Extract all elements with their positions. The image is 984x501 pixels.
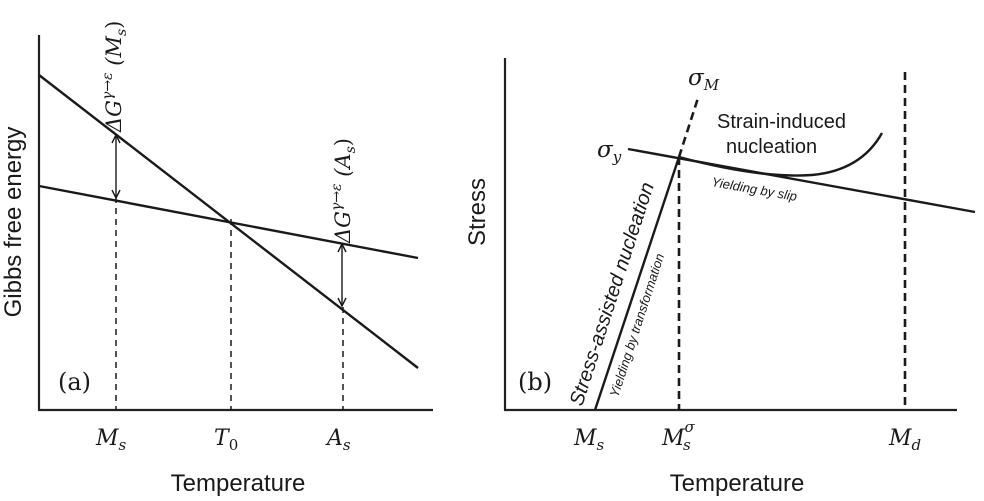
panel-b-tick-md: Md	[888, 426, 921, 454]
panel-a-label: (a)	[58, 368, 91, 396]
panel-b-sigma-y-label: σy	[597, 137, 622, 166]
panel-b-label: (b)	[518, 368, 552, 396]
panel-a: ΔGγ→ε (Ms) ΔGγ→ε (As) (a) Ms T0 As Tempe…	[0, 21, 433, 497]
panel-b-stress-assisted-line	[593, 156, 681, 411]
panel-a-delta-g-as-arrow	[337, 242, 347, 308]
panel-b-y-axis-label: Stress	[464, 178, 491, 246]
panel-b-strain-induced-line1: Strain-induced	[717, 111, 846, 133]
panel-a-tick-as: As	[325, 426, 351, 454]
panel-b-tick-ms-sigma: Mσ	[661, 418, 696, 451]
panel-b-sigma-m-label: σM	[688, 65, 720, 94]
panel-a-tick-t0: T0	[214, 426, 238, 454]
panel-b: σM σy Strain-induced nucleation Yielding…	[464, 58, 976, 497]
panel-b-tick-ms-sigma-sub: s	[683, 436, 691, 454]
panel-b-tick-ms: Ms	[573, 426, 605, 454]
panel-b-strain-induced-curve	[678, 132, 884, 177]
panel-a-annotation-ms: ΔGγ→ε (Ms)	[100, 21, 130, 133]
panel-a-shallow-line	[38, 184, 419, 260]
panel-b-sigma-m-dashed-line	[677, 97, 700, 158]
panel-a-x-axis-label: Temperature	[171, 470, 306, 497]
panel-a-tick-ms: Ms	[95, 426, 127, 454]
panel-a-delta-g-ms-arrow	[111, 133, 121, 200]
panel-a-y-axis-label: Gibbs free energy	[0, 127, 27, 318]
panel-a-annotation-as: ΔGγ→ε (As)	[329, 138, 359, 244]
panel-b-strain-induced-line2: nucleation	[726, 136, 817, 158]
panel-b-x-axis-label: Temperature	[670, 470, 805, 497]
